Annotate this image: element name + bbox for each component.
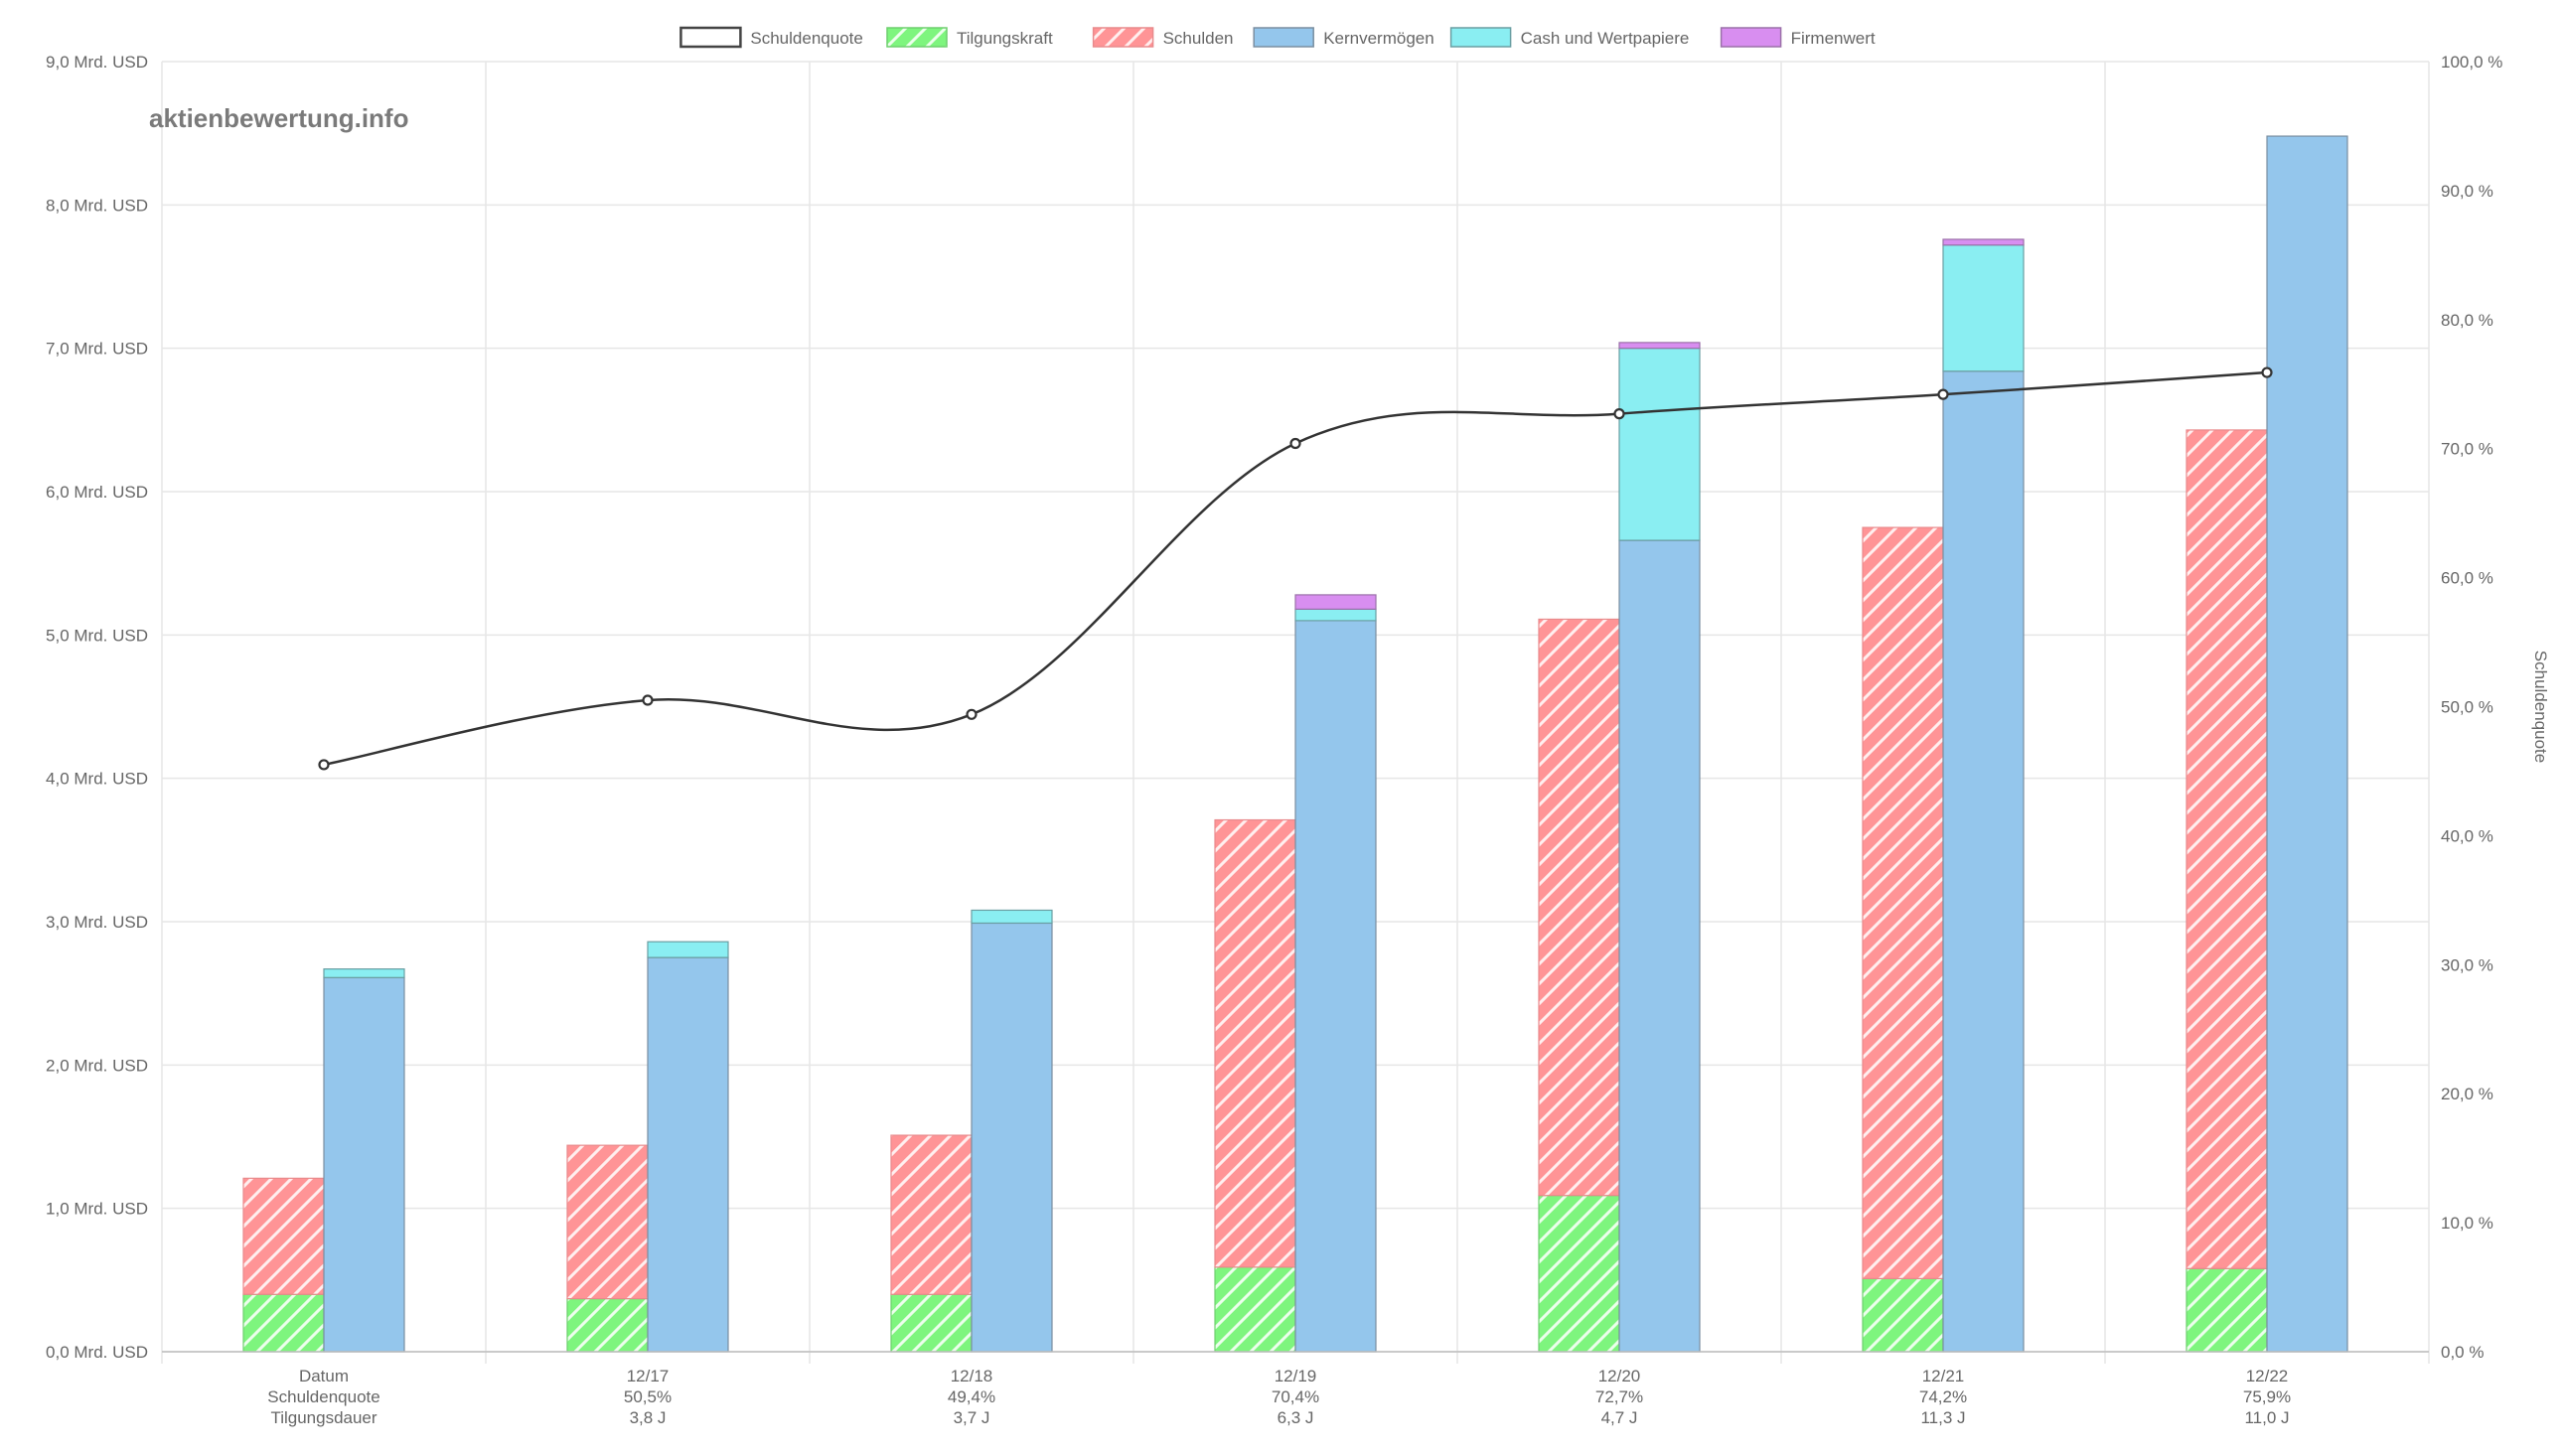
x-category-label: 12/21 <box>1922 1367 1965 1385</box>
legend-swatch-schuldenquote <box>679 26 742 49</box>
schuldenquote-line <box>318 366 2273 771</box>
y-right-tick-label: 70,0 % <box>2441 440 2493 459</box>
bar-kernverm-gen-12-20 <box>1618 539 1701 1353</box>
y-right-tick-label: 50,0 % <box>2441 698 2493 717</box>
x-schuldenquote-label: 72,7% <box>1595 1387 1643 1406</box>
schuldenquote-point-12-20 <box>1613 408 1625 420</box>
y-right-axis-title: Schuldenquote <box>2531 651 2550 763</box>
bar-tilgungskraft-12-19 <box>1214 1266 1296 1353</box>
bar-schulden-12-18 <box>890 1134 973 1295</box>
x-category-label: 12/22 <box>2246 1367 2289 1385</box>
bar-schulden-12-20 <box>1538 618 1620 1197</box>
bar-kernverm-gen-12-21 <box>1942 370 2025 1353</box>
y-left-tick-label: 1,0 Mrd. USD <box>46 1200 148 1219</box>
bar-kernverm-gen-12-17 <box>647 956 729 1353</box>
legend-label: Cash und Wertpapiere <box>1521 29 1690 48</box>
y-left-tick-label: 4,0 Mrd. USD <box>46 770 148 789</box>
bar-kernverm-gen-Datum <box>323 976 405 1353</box>
schuldenquote-point-12-22 <box>2261 366 2273 378</box>
y-right-tick-label: 90,0 % <box>2441 182 2493 201</box>
bar-kernverm-gen-12-19 <box>1294 620 1377 1353</box>
bar-tilgungskraft-Datum <box>242 1293 325 1353</box>
bar-tilgungskraft-12-22 <box>2186 1267 2268 1353</box>
bar-firmenwert-12-19 <box>1294 594 1377 610</box>
legend-swatch-firmenwert <box>1720 27 1782 48</box>
legend: Schuldenquote Tilgungskraft Schulden Kernve… <box>679 26 1876 49</box>
y-right-tick-label: 0,0 % <box>2441 1343 2484 1362</box>
x-tilgungsdauer-label: 3,8 J <box>630 1408 667 1427</box>
x-category-label: 12/19 <box>1275 1367 1317 1385</box>
legend-label: Schulden <box>1163 29 1234 48</box>
y-left-tick-label: 8,0 Mrd. USD <box>46 196 148 215</box>
legend-swatch-kernverm-gen <box>1253 27 1314 48</box>
bar-cash-und-wertpapiere-12-17 <box>647 941 729 958</box>
bar-cash-und-wertpapiere-12-18 <box>971 909 1053 925</box>
y-right-tick-label: 100,0 % <box>2441 53 2502 72</box>
x-tilgungsdauer-label: 11,0 J <box>2244 1408 2289 1427</box>
bar-firmenwert-12-20 <box>1618 342 1701 350</box>
x-schuldenquote-label: 74,2% <box>1919 1387 1967 1406</box>
bar-tilgungskraft-12-18 <box>890 1293 973 1353</box>
bar-tilgungskraft-12-17 <box>566 1297 649 1353</box>
bar-cash-und-wertpapiere-Datum <box>323 968 405 978</box>
bar-cash-und-wertpapiere-12-19 <box>1294 608 1377 622</box>
y-left-tick-label: 3,0 Mrd. USD <box>46 913 148 932</box>
x-schuldenquote-label: 70,4% <box>1272 1387 1319 1406</box>
legend-swatch-tilgungskraft <box>886 27 948 48</box>
bar-tilgungskraft-12-20 <box>1538 1195 1620 1353</box>
x-tilgungsdauer-label: 3,7 J <box>954 1408 990 1427</box>
x-schuldenquote-label: Schuldenquote <box>267 1387 379 1406</box>
x-schuldenquote-label: 75,9% <box>2243 1387 2291 1406</box>
legend-swatch-cash-und-wertpapiere <box>1449 27 1512 48</box>
watermark: aktienbewertung.info <box>149 103 408 133</box>
schuldenquote-point-12-19 <box>1289 437 1301 450</box>
x-tilgungsdauer-label: Tilgungsdauer <box>270 1408 377 1427</box>
y-right-tick-label: 80,0 % <box>2441 311 2493 330</box>
x-schuldenquote-label: 50,5% <box>624 1387 672 1406</box>
legend-swatch-schulden <box>1092 27 1154 48</box>
schuldenquote-point-12-18 <box>966 708 978 720</box>
bar-cash-und-wertpapiere-12-21 <box>1942 244 2025 372</box>
y-right-tick-label: 10,0 % <box>2441 1214 2493 1233</box>
bar-firmenwert-12-21 <box>1942 238 2025 246</box>
x-category-label: 12/20 <box>1598 1367 1641 1385</box>
x-category-label: 12/18 <box>951 1367 993 1385</box>
y-left-tick-label: 5,0 Mrd. USD <box>46 626 148 645</box>
bar-tilgungskraft-12-21 <box>1862 1277 1944 1353</box>
bar-kernverm-gen-12-18 <box>971 922 1053 1353</box>
bar-schulden-12-21 <box>1862 526 1944 1279</box>
schuldenquote-point-Datum <box>318 759 330 771</box>
y-left-tick-label: 9,0 Mrd. USD <box>46 53 148 72</box>
x-category-label: Datum <box>299 1367 349 1385</box>
x-tilgungsdauer-label: 6,3 J <box>1278 1408 1314 1427</box>
bar-schulden-12-17 <box>566 1144 649 1300</box>
legend-label: Schuldenquote <box>750 29 862 48</box>
y-left-tick-label: 6,0 Mrd. USD <box>46 483 148 502</box>
schuldenquote-point-12-17 <box>642 694 654 706</box>
y-left-tick-label: 7,0 Mrd. USD <box>46 340 148 359</box>
x-tilgungsdauer-label: 4,7 J <box>1601 1408 1638 1427</box>
y-right-tick-label: 40,0 % <box>2441 826 2493 845</box>
axes: 0,0 Mrd. USD 1,0 Mrd. USD 2,0 Mrd. USD 3,0 … <box>46 53 2502 1427</box>
legend-label: Firmenwert <box>1791 29 1876 48</box>
y-right-tick-label: 30,0 % <box>2441 955 2493 974</box>
x-category-label: 12/17 <box>627 1367 670 1385</box>
y-left-tick-label: 2,0 Mrd. USD <box>46 1056 148 1075</box>
y-right-tick-label: 20,0 % <box>2441 1085 2493 1103</box>
legend-label: Kernvermögen <box>1323 29 1434 48</box>
y-left-tick-label: 0,0 Mrd. USD <box>46 1343 148 1362</box>
x-tilgungsdauer-label: 11,3 J <box>1920 1408 1965 1427</box>
bar-cash-und-wertpapiere-12-20 <box>1618 348 1701 541</box>
bar-schulden-Datum <box>242 1177 325 1295</box>
schuldenquote-point-12-21 <box>1937 388 1949 400</box>
bar-schulden-12-22 <box>2186 429 2268 1269</box>
y-right-tick-label: 60,0 % <box>2441 569 2493 588</box>
bar-schulden-12-19 <box>1214 818 1296 1268</box>
legend-label: Tilgungskraft <box>957 29 1053 48</box>
bars <box>242 135 2348 1353</box>
x-schuldenquote-label: 49,4% <box>948 1387 995 1406</box>
bar-kernverm-gen-12-22 <box>2266 135 2348 1353</box>
